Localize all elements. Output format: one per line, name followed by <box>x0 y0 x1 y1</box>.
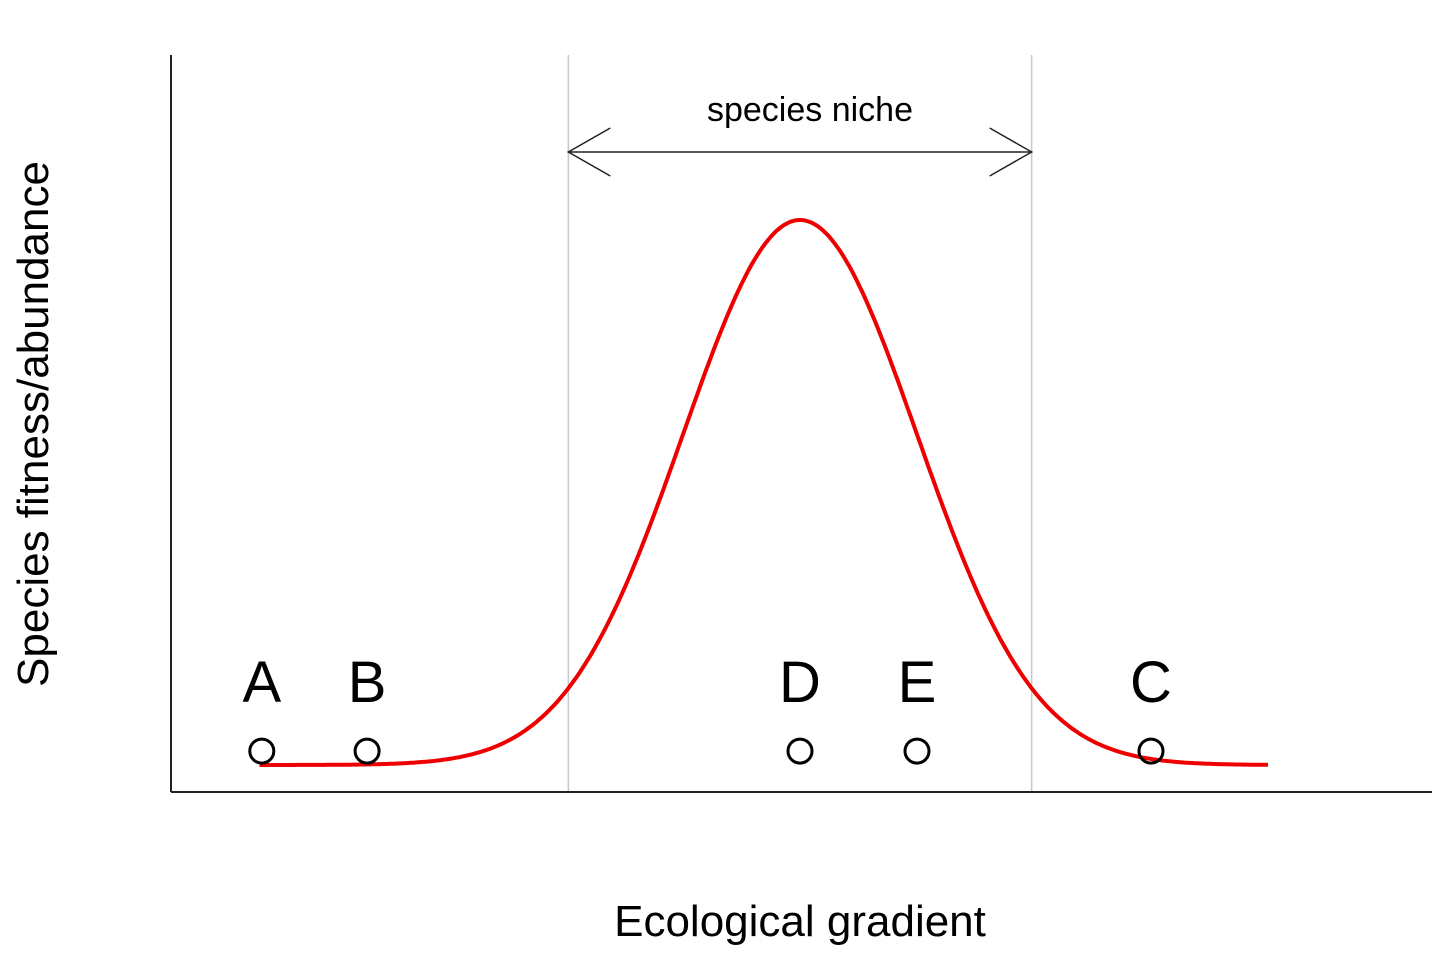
site-point-d <box>786 737 814 765</box>
niche-arrow-head-right <box>989 127 1034 177</box>
site-label-e: E <box>898 650 937 715</box>
site-point-a <box>248 737 276 765</box>
site-label-b: B <box>348 650 387 715</box>
response-curve <box>259 218 1268 767</box>
axes <box>170 55 1432 793</box>
site-label-c: C <box>1130 650 1172 715</box>
niche-boundaries <box>567 55 1033 792</box>
niche-arrow-head-left <box>566 127 611 177</box>
fitness-curve <box>259 218 1268 767</box>
x-axis-label: Ecological gradient <box>614 897 986 946</box>
y-axis-label: Species fitness/abundance <box>9 161 58 687</box>
site-point-c <box>1137 737 1165 765</box>
site-point-e <box>903 737 931 765</box>
niche-arrow <box>566 127 1034 177</box>
niche-label: species niche <box>707 91 913 129</box>
site-label-d: D <box>779 650 821 715</box>
site-label-a: A <box>242 650 281 715</box>
site-point-b <box>353 737 381 765</box>
